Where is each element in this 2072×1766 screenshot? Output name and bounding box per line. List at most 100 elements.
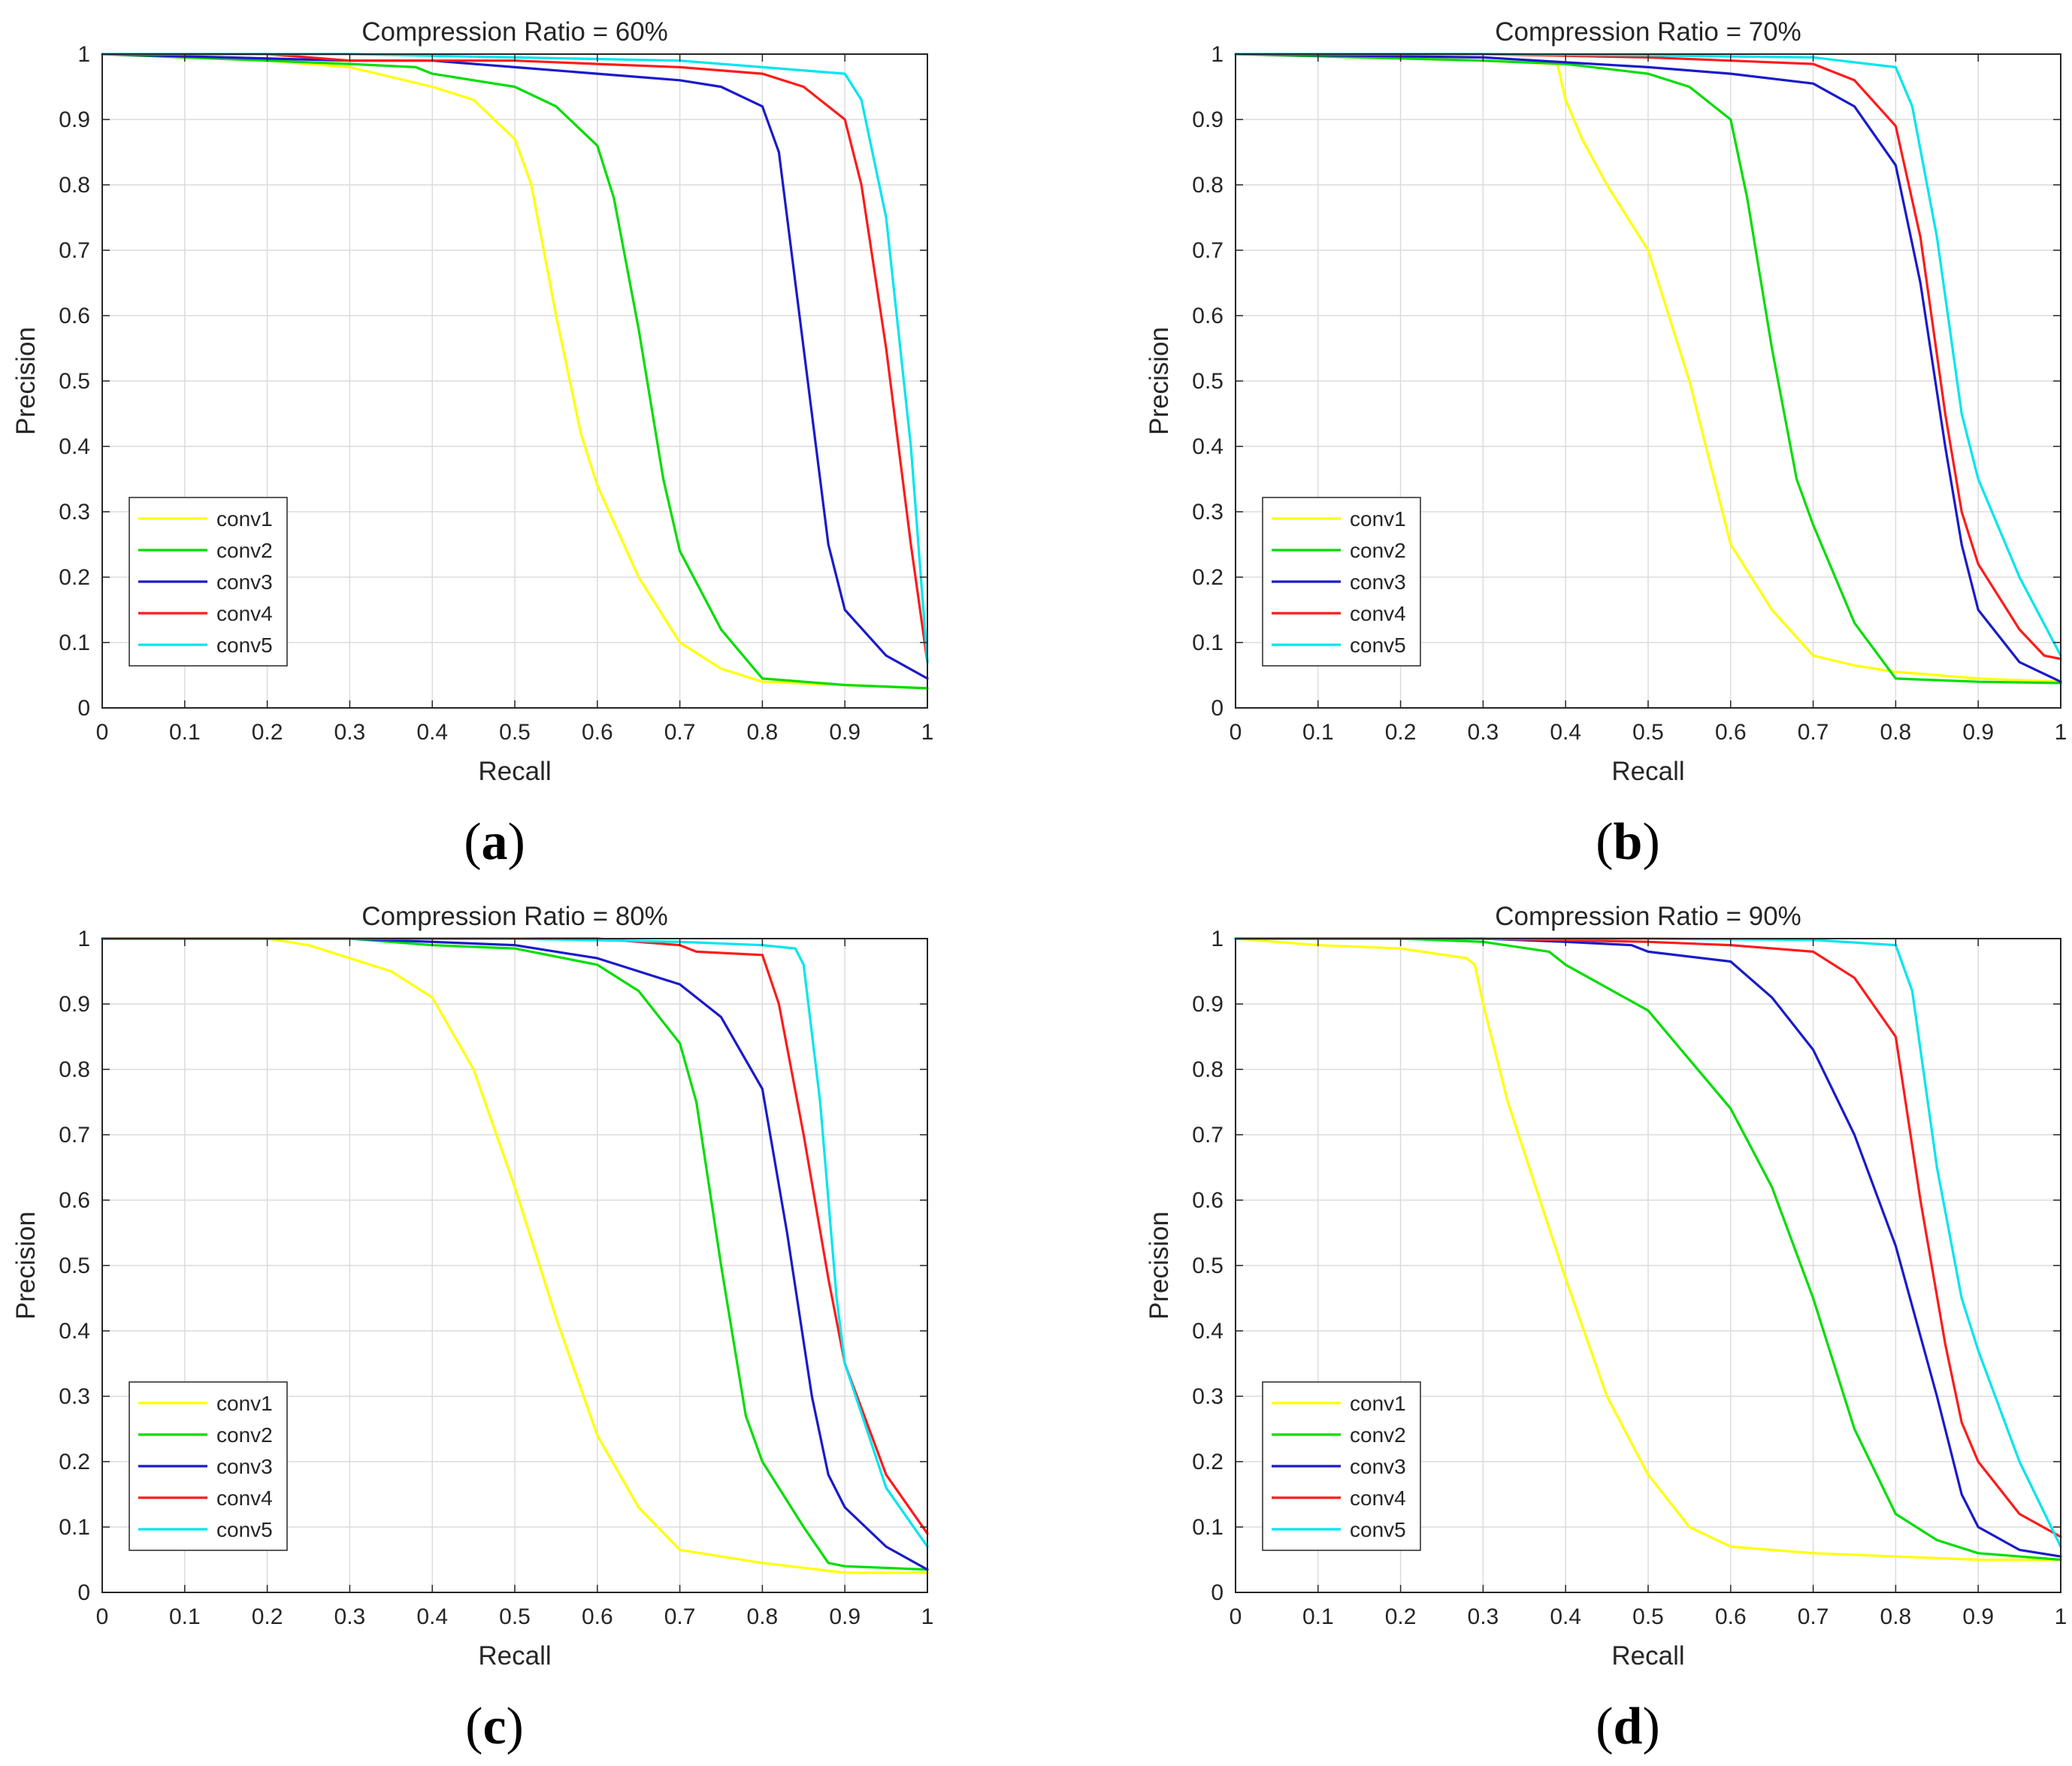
y-tick-label: 0.6 <box>59 304 90 328</box>
x-tick-label: 0.1 <box>169 720 201 745</box>
x-tick-label: 0 <box>1230 1604 1242 1629</box>
x-tick-label: 0.5 <box>1632 720 1664 745</box>
y-tick-label: 0.7 <box>1192 1123 1224 1148</box>
series-line-conv2 <box>101 937 929 1571</box>
x-tick-label: 0.2 <box>1385 720 1417 745</box>
series-line-conv2 <box>101 53 929 690</box>
chart-panel-c: 0 0.1 0.2 0.3 0.4 0.5 0.6 0.7 0.8 0.9 1 0 0.1 0.2 0.3 0… <box>11 902 933 1671</box>
x-tick-label: 0.2 <box>1385 1604 1417 1629</box>
y-tick-label: 0.1 <box>59 630 90 655</box>
y-tick-label: 0.8 <box>1192 173 1224 198</box>
y-tick-label: 0.4 <box>1192 434 1224 459</box>
x-tick-label: 0.3 <box>1468 1604 1499 1629</box>
x-tick-label: 0.4 <box>1550 1604 1581 1629</box>
series-line-conv1 <box>1234 53 2062 683</box>
y-tick-label: 0.5 <box>1192 1253 1224 1278</box>
y-tick-label: 1 <box>77 42 90 67</box>
x-tick-label: 0.4 <box>416 1604 448 1629</box>
x-tick-label: 0.4 <box>416 720 448 745</box>
x-tick-label: 0.8 <box>747 720 779 745</box>
legend-label-conv3: conv3 <box>216 1455 273 1478</box>
legend: conv1 conv2 conv3 conv4 conv5 <box>1262 497 1421 667</box>
legend-label-conv1: conv1 <box>1350 1392 1406 1415</box>
chart-panel-a: 0 0.1 0.2 0.3 0.4 0.5 0.6 0.7 0.8 0.9 1 0 0.1 0.2 0.3 0… <box>11 17 933 786</box>
x-tick-label: 0.8 <box>1880 720 1912 745</box>
caption-c: (c) <box>465 1698 524 1755</box>
x-tick-label: 0 <box>96 1604 109 1629</box>
series-line-conv2 <box>1234 937 2062 1562</box>
x-tick-label: 0.5 <box>1632 1604 1664 1629</box>
x-tick-label: 0.3 <box>334 1604 366 1629</box>
y-axis-label: Precision <box>11 327 41 435</box>
x-tick-label: 0.6 <box>1715 720 1747 745</box>
y-tick-label: 0.7 <box>59 1123 90 1148</box>
legend-label-conv2: conv2 <box>1350 539 1406 562</box>
x-tick-label: 0.7 <box>664 720 696 745</box>
x-tick-label: 0.6 <box>582 1604 613 1629</box>
y-tick-label: 0.3 <box>1192 500 1224 525</box>
x-tick-label: 0.5 <box>499 720 531 745</box>
y-tick-label: 0.6 <box>59 1188 90 1213</box>
caption-d: (d) <box>1596 1698 1660 1755</box>
chart-title: Compression Ratio = 70% <box>1495 17 1801 47</box>
x-tick-label: 1 <box>2055 720 2067 745</box>
y-axis-label: Precision <box>1145 327 1174 435</box>
series-line-conv4 <box>1234 53 2062 661</box>
y-tick-label: 0.4 <box>59 434 90 459</box>
legend-label-conv2: conv2 <box>1350 1423 1406 1447</box>
y-tick-label: 0.9 <box>59 107 90 132</box>
y-tick-label: 0 <box>77 696 90 721</box>
y-tick-label: 0.9 <box>1192 992 1224 1017</box>
series-line-conv5 <box>101 937 929 1548</box>
legend: conv1 conv2 conv3 conv4 conv5 <box>1262 1381 1421 1551</box>
series-line-conv5 <box>1234 53 2062 657</box>
y-tick-label: 0.8 <box>1192 1057 1224 1082</box>
series-line-conv1 <box>1234 937 2062 1562</box>
y-tick-label: 0.2 <box>59 565 90 590</box>
chart-title: Compression Ratio = 80% <box>361 902 668 931</box>
x-tick-label: 0 <box>96 720 109 745</box>
legend-label-conv5: conv5 <box>1350 1518 1406 1541</box>
legend-label-conv4: conv4 <box>216 1486 273 1510</box>
x-tick-label: 0.1 <box>1302 1604 1334 1629</box>
x-axis-label: Recall <box>1611 1641 1684 1671</box>
chart-panel-b: 0 0.1 0.2 0.3 0.4 0.5 0.6 0.7 0.8 0.9 1 0 0.1 0.2 0.3 0… <box>1145 17 2067 786</box>
x-tick-label: 0 <box>1230 720 1242 745</box>
y-tick-label: 0.4 <box>59 1319 90 1344</box>
y-tick-label: 0.7 <box>1192 238 1224 263</box>
legend-label-conv4: conv4 <box>216 602 273 625</box>
legend-label-conv4: conv4 <box>1350 1486 1406 1510</box>
y-tick-label: 0.6 <box>1192 304 1224 328</box>
legend-label-conv1: conv1 <box>1350 507 1406 531</box>
y-tick-label: 0.2 <box>1192 1450 1224 1474</box>
x-tick-label: 0.2 <box>252 720 283 745</box>
y-tick-label: 0.5 <box>59 1253 90 1278</box>
chart-title: Compression Ratio = 90% <box>1495 902 1801 931</box>
y-tick-label: 0.1 <box>59 1515 90 1540</box>
x-tick-label: 0.7 <box>1798 1604 1829 1629</box>
x-axis-label: Recall <box>478 1641 551 1671</box>
x-tick-label: 0.8 <box>747 1604 779 1629</box>
y-tick-label: 0.9 <box>59 992 90 1017</box>
x-tick-label: 0.7 <box>1798 720 1829 745</box>
legend-label-conv2: conv2 <box>216 539 273 562</box>
y-axis-label: Precision <box>11 1211 41 1320</box>
x-tick-label: 0.9 <box>1962 720 1994 745</box>
y-tick-label: 0 <box>1211 1580 1224 1605</box>
x-axis-label: Recall <box>1611 757 1684 786</box>
y-tick-label: 0.3 <box>59 1384 90 1409</box>
series-line-conv2 <box>1234 53 2062 685</box>
y-tick-label: 1 <box>1211 42 1224 67</box>
legend-label-conv3: conv3 <box>1350 1455 1406 1478</box>
y-tick-label: 0.6 <box>1192 1188 1224 1213</box>
x-tick-label: 0.8 <box>1880 1604 1912 1629</box>
chart-panel-d: 0 0.1 0.2 0.3 0.4 0.5 0.6 0.7 0.8 0.9 1 0 0.1 0.2 0.3 0… <box>1145 902 2067 1671</box>
y-axis-label: Precision <box>1145 1211 1174 1320</box>
y-tick-label: 0.8 <box>59 1057 90 1082</box>
legend: conv1 conv2 conv3 conv4 conv5 <box>129 497 288 667</box>
y-tick-label: 1 <box>77 927 90 951</box>
x-tick-label: 1 <box>2055 1604 2067 1629</box>
y-tick-label: 0.3 <box>1192 1384 1224 1409</box>
series-line-conv1 <box>101 937 929 1574</box>
